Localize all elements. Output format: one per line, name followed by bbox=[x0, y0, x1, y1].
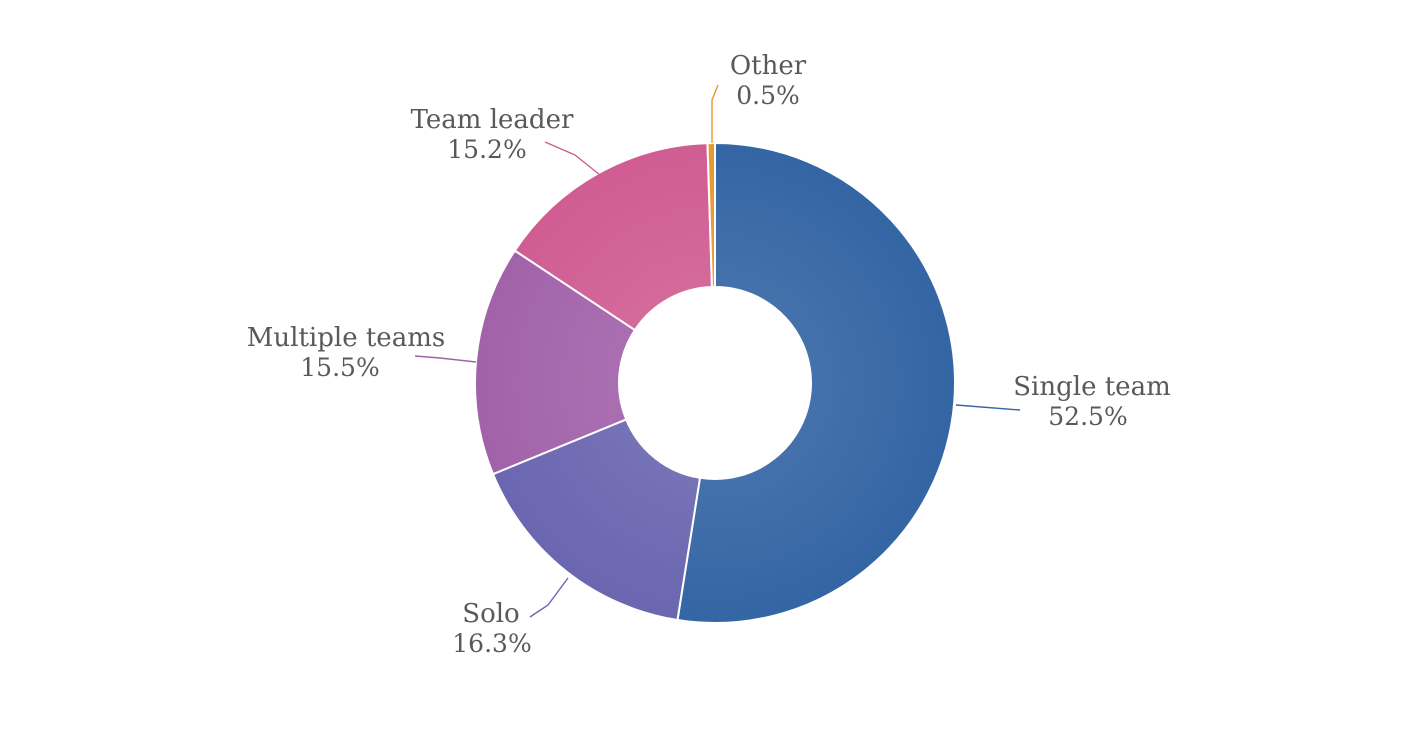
leader-line-multiple-teams bbox=[414, 355, 477, 363]
category-label: Multiple teams bbox=[247, 323, 445, 353]
category-label: Solo bbox=[462, 599, 519, 629]
value-label: 16.3% bbox=[452, 629, 531, 658]
slice-other bbox=[706, 141, 716, 289]
slice-team-leader bbox=[513, 142, 714, 332]
category-label: Other bbox=[730, 51, 807, 81]
donut-slices bbox=[474, 141, 956, 624]
slice-multiple-teams bbox=[474, 249, 637, 476]
leader-line-solo bbox=[529, 577, 569, 618]
category-label: Single team bbox=[1013, 372, 1170, 402]
leader-lines bbox=[414, 84, 1021, 618]
leader-line-other bbox=[711, 84, 719, 143]
category-label: Team leader bbox=[411, 105, 574, 135]
value-label: 15.5% bbox=[300, 353, 379, 382]
leader-line-single-team bbox=[955, 404, 1021, 411]
value-label: 0.5% bbox=[736, 81, 800, 110]
slice-single-team bbox=[676, 141, 956, 624]
value-label: 15.2% bbox=[447, 135, 526, 164]
slice-solo bbox=[491, 418, 702, 622]
value-label: 52.5% bbox=[1048, 402, 1127, 431]
leader-line-team-leader bbox=[544, 141, 601, 176]
